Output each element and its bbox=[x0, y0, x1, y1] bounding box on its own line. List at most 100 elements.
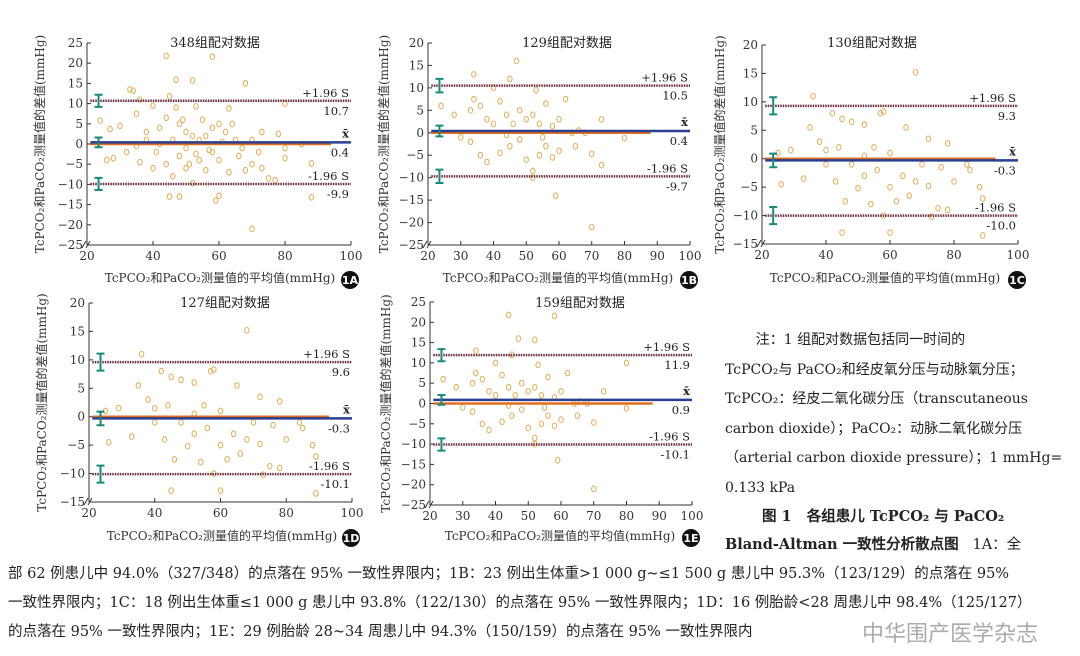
data-point bbox=[173, 76, 179, 84]
data-point bbox=[224, 456, 230, 463]
data-point bbox=[209, 53, 216, 61]
data-point bbox=[206, 146, 212, 154]
data-point bbox=[203, 166, 209, 174]
data-point bbox=[539, 133, 546, 141]
x-tick-label: 100 bbox=[340, 249, 363, 263]
x-tick-label: 100 bbox=[679, 249, 702, 263]
data-point bbox=[239, 144, 245, 152]
data-point bbox=[309, 441, 316, 449]
confidence-error-bar bbox=[435, 168, 444, 185]
data-point bbox=[276, 398, 283, 405]
data-point bbox=[623, 359, 630, 367]
data-point bbox=[590, 419, 597, 426]
data-point bbox=[168, 373, 174, 381]
data-point bbox=[145, 396, 151, 404]
data-point bbox=[296, 419, 303, 426]
note-line: TcPCO₂与 PaCO₂和经皮氧分压与动脉氧分压； bbox=[725, 361, 1024, 378]
mean-value: -0.3 bbox=[328, 421, 350, 435]
data-point bbox=[267, 462, 273, 470]
caption-line: Bland-Altman 一致性分析散点图 1A：全 bbox=[725, 533, 1021, 554]
upper-limit-label: +1.96 S bbox=[303, 347, 350, 361]
data-point bbox=[272, 177, 278, 184]
data-point bbox=[249, 160, 255, 168]
data-point bbox=[980, 195, 986, 202]
data-point bbox=[127, 86, 133, 93]
data-point bbox=[855, 184, 861, 192]
data-point bbox=[541, 404, 548, 411]
x-tick-label: 80 bbox=[946, 248, 961, 262]
x-tick-label: 60 bbox=[551, 249, 566, 263]
y-axis-label: TcPCO₂和PaCO₂测量值的差值(mmHg) bbox=[712, 35, 727, 254]
data-point bbox=[887, 183, 893, 191]
data-point bbox=[778, 180, 784, 188]
data-point bbox=[842, 198, 848, 205]
data-point bbox=[554, 456, 561, 464]
data-point bbox=[459, 404, 466, 411]
data-point bbox=[816, 138, 823, 146]
data-point bbox=[173, 104, 179, 111]
x-tick-label: 50 bbox=[519, 249, 534, 263]
data-point bbox=[492, 359, 499, 367]
data-point bbox=[964, 161, 970, 168]
data-point bbox=[469, 379, 476, 387]
data-point bbox=[234, 382, 240, 389]
lower-limit-value: -10.1 bbox=[661, 448, 691, 462]
data-point bbox=[515, 335, 522, 342]
data-point bbox=[552, 192, 559, 199]
y-tick-label: 10 bbox=[743, 95, 758, 109]
data-point bbox=[257, 393, 263, 401]
y-tick-label: −15 bbox=[401, 457, 426, 471]
data-point bbox=[152, 419, 158, 426]
data-point bbox=[823, 161, 829, 168]
data-point bbox=[216, 156, 222, 164]
x-tick-label: 70 bbox=[586, 509, 601, 523]
x-tick-label: 30 bbox=[453, 249, 468, 263]
y-tick-label: 20 bbox=[68, 56, 83, 70]
mean-label: x̄ bbox=[681, 115, 688, 129]
data-point bbox=[259, 128, 265, 136]
data-point bbox=[176, 120, 183, 128]
data-point bbox=[226, 105, 232, 112]
data-point bbox=[308, 193, 315, 201]
y-tick-label: −5 bbox=[65, 157, 83, 171]
y-tick-label: −5 bbox=[408, 417, 426, 431]
x-axis-label: TcPCO₂和PaCO₂测量值的平均值(mmHg) bbox=[105, 270, 336, 285]
confidence-error-bar bbox=[94, 176, 103, 192]
confidence-error-bar bbox=[769, 152, 778, 169]
y-tick-label: 5 bbox=[750, 123, 758, 137]
data-point bbox=[486, 387, 492, 395]
mean-value: -0.3 bbox=[994, 163, 1016, 177]
data-point bbox=[490, 84, 497, 92]
data-point bbox=[166, 92, 173, 100]
data-point bbox=[588, 223, 595, 231]
data-point bbox=[115, 404, 122, 412]
data-point bbox=[836, 143, 842, 151]
data-point bbox=[600, 387, 607, 395]
confidence-error-bar bbox=[96, 464, 105, 484]
data-point bbox=[564, 369, 571, 377]
data-point bbox=[150, 164, 156, 172]
data-point bbox=[242, 166, 249, 174]
panel-badge bbox=[682, 529, 700, 547]
data-point bbox=[107, 125, 113, 133]
data-point bbox=[492, 392, 499, 399]
x-tick-label: 60 bbox=[213, 506, 228, 520]
data-point bbox=[497, 98, 503, 105]
y-tick-label: −15 bbox=[60, 495, 85, 509]
data-point bbox=[558, 387, 564, 395]
note-line: carbon dioxide）；PaCO₂：动脉二氧化碳分压 bbox=[725, 420, 1023, 437]
x-tick-label: 30 bbox=[455, 509, 470, 523]
data-point bbox=[471, 95, 477, 103]
y-tick-label: −20 bbox=[401, 478, 426, 492]
data-point bbox=[104, 156, 110, 164]
y-tick-label: 15 bbox=[411, 336, 426, 350]
x-tick-label: 20 bbox=[754, 248, 769, 262]
data-point bbox=[473, 369, 479, 377]
x-tick-label: 90 bbox=[650, 249, 665, 263]
x-tick-label: 20 bbox=[79, 249, 94, 263]
lower-limit-label: -1.96 S bbox=[975, 201, 1016, 215]
data-point bbox=[951, 178, 957, 185]
data-point bbox=[117, 122, 123, 130]
data-point bbox=[110, 154, 117, 162]
data-point bbox=[572, 142, 579, 150]
